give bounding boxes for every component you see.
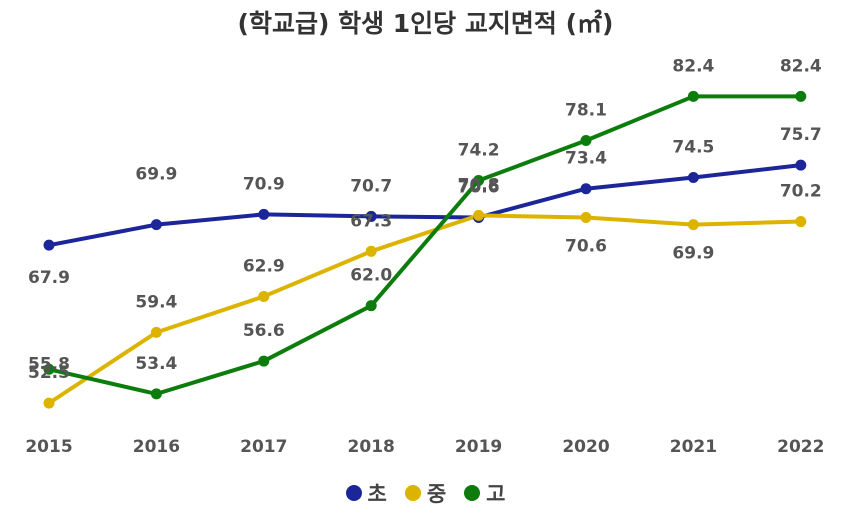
data-label: 53.4 [135,354,177,374]
data-point[interactable] [687,171,699,183]
x-tick-label: 2018 [348,437,395,457]
data-point[interactable] [687,90,699,102]
data-point[interactable] [43,397,55,409]
data-point[interactable] [580,211,592,223]
series-line-2 [48,94,801,396]
data-label: 62.9 [243,256,285,276]
legend-item-0[interactable]: 초 [345,478,387,508]
data-point[interactable] [795,159,807,171]
data-label: 82.4 [780,56,822,76]
x-tick-label: 2022 [777,437,824,457]
data-point[interactable] [150,219,162,231]
series-line-1 [47,213,801,405]
data-point[interactable] [258,208,270,220]
chart-title: (학교급) 학생 1인당 교지면적 (㎡) [237,9,614,38]
data-label: 70.2 [780,182,822,202]
data-point[interactable] [150,388,162,400]
data-label: 56.6 [243,321,285,341]
legend-label: 중 [426,482,447,506]
data-label: 59.4 [135,292,177,312]
data-label: 67.9 [28,268,70,288]
data-point[interactable] [43,239,55,251]
data-label: 70.6 [458,177,500,197]
data-point[interactable] [150,326,162,338]
data-point[interactable] [258,355,270,367]
data-point[interactable] [687,219,699,231]
x-tick-label: 2017 [240,437,287,457]
data-label: 75.7 [780,125,822,145]
legend-item-1[interactable]: 중 [404,478,447,508]
data-label: 69.9 [672,244,714,264]
data-label: 55.8 [28,354,70,374]
data-label: 70.7 [350,176,392,196]
legend-label: 고 [486,482,506,506]
data-point[interactable] [473,175,485,187]
legend-marker [404,485,421,501]
data-point[interactable] [795,90,807,102]
legend-marker [345,485,362,501]
series-line-0 [48,163,802,248]
x-tick-label: 2015 [25,437,72,457]
data-label: 74.2 [458,141,500,161]
data-point[interactable] [473,209,485,221]
data-label: 70.6 [565,236,607,256]
data-point[interactable] [580,183,592,195]
data-point[interactable] [258,290,270,302]
x-tick-label: 2020 [562,437,609,457]
data-label: 74.5 [672,137,714,157]
data-point[interactable] [795,216,807,228]
data-point[interactable] [43,363,55,375]
data-point[interactable] [580,135,592,147]
data-label: 82.4 [672,56,714,76]
data-label: 70.8 [458,175,500,195]
legend-marker [464,485,481,501]
data-label: 73.4 [565,149,607,169]
data-label: 70.9 [243,174,285,194]
data-point[interactable] [365,300,377,312]
data-label: 78.1 [565,101,607,121]
legend-item-2[interactable]: 고 [464,478,505,508]
x-tick-label: 2021 [670,437,717,457]
data-label: 62.0 [350,266,392,286]
data-point[interactable] [365,245,377,257]
data-label: 69.9 [135,165,177,185]
data-point[interactable] [365,210,377,222]
data-label: 52.5 [28,363,70,383]
x-tick-label: 2016 [133,437,180,457]
x-tick-label: 2019 [455,437,502,457]
data-label: 67.3 [350,211,392,231]
legend-label: 초 [367,482,387,506]
